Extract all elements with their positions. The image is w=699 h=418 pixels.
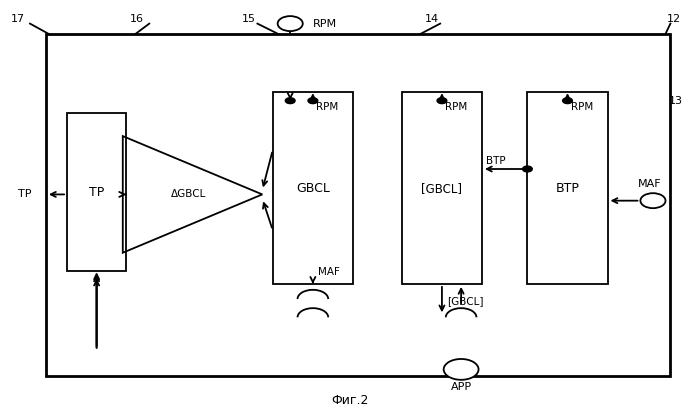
Circle shape — [278, 16, 303, 31]
Text: GBCL: GBCL — [296, 182, 330, 195]
Text: ΔGBCL: ΔGBCL — [171, 189, 207, 199]
Circle shape — [640, 193, 665, 208]
Text: Фиг.2: Фиг.2 — [331, 394, 368, 407]
Text: [GBCL]: [GBCL] — [447, 296, 483, 306]
Bar — [46, 34, 670, 376]
Text: RPM: RPM — [317, 102, 338, 112]
Circle shape — [308, 98, 318, 104]
Text: MAF: MAF — [637, 179, 661, 189]
Circle shape — [285, 98, 295, 104]
Text: BTP: BTP — [556, 182, 579, 195]
Bar — [273, 92, 353, 284]
Bar — [67, 113, 127, 272]
Text: MAF: MAF — [318, 268, 340, 277]
Text: 15: 15 — [241, 15, 255, 24]
Text: 14: 14 — [425, 15, 439, 24]
Circle shape — [444, 359, 479, 380]
Bar — [527, 92, 607, 284]
Text: RPM: RPM — [445, 102, 468, 112]
Text: 12: 12 — [667, 15, 681, 24]
Text: APP: APP — [451, 382, 472, 392]
Text: TP: TP — [18, 189, 32, 199]
Text: 13: 13 — [669, 96, 683, 106]
Circle shape — [523, 166, 532, 172]
Circle shape — [563, 98, 572, 104]
Text: 17: 17 — [11, 15, 25, 24]
Circle shape — [437, 98, 447, 104]
Text: 16: 16 — [130, 15, 144, 24]
Bar — [402, 92, 482, 284]
Text: BTP: BTP — [486, 155, 505, 166]
Text: TP: TP — [89, 186, 104, 199]
Text: RPM: RPM — [312, 19, 337, 28]
Text: [GBCL]: [GBCL] — [421, 182, 463, 195]
Text: RPM: RPM — [571, 102, 593, 112]
